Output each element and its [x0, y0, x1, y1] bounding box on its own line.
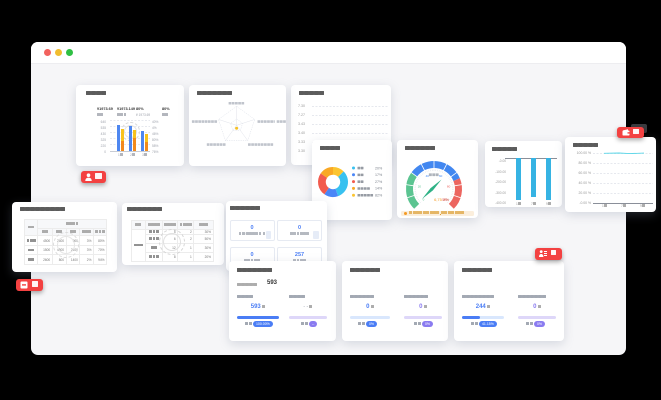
svg-text:82%: 82% — [375, 194, 383, 198]
svg-text:14%: 14% — [375, 187, 383, 191]
svg-text:6,75: 6,75 — [434, 197, 443, 202]
svg-text:80: 80 — [447, 185, 451, 189]
svg-text:60: 60 — [439, 174, 443, 178]
svg-text:17%: 17% — [375, 173, 383, 177]
svg-text:20: 20 — [418, 185, 422, 189]
svg-text:X%: X% — [443, 197, 450, 202]
svg-text:40: 40 — [426, 174, 430, 178]
svg-text:0: 0 — [423, 198, 425, 202]
svg-text:27%: 27% — [375, 180, 383, 184]
svg-text:100: 100 — [442, 198, 447, 202]
svg-text:20%: 20% — [375, 166, 383, 170]
